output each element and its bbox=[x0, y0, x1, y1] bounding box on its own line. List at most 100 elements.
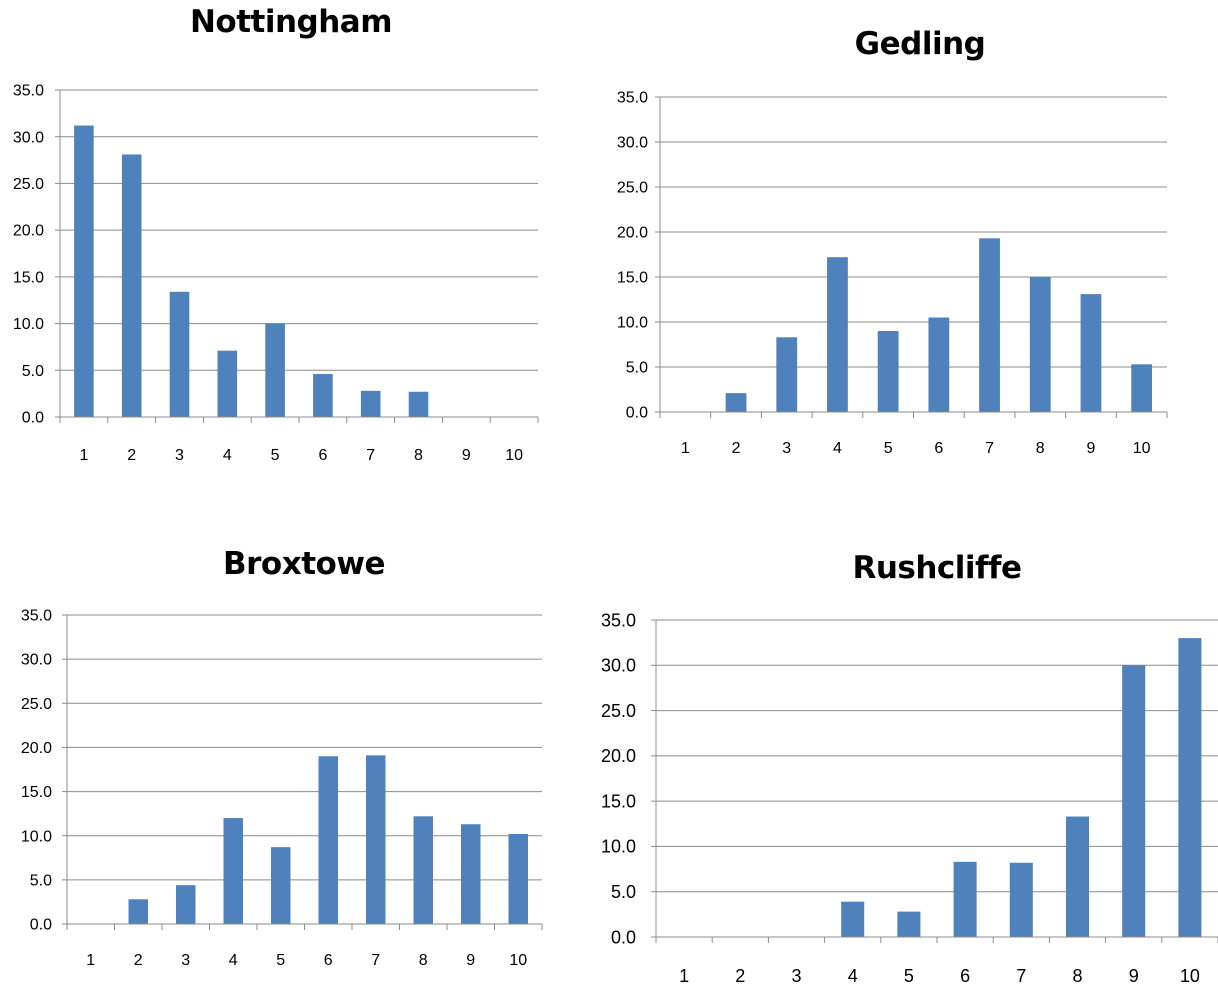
y-tick-label: 0.0 bbox=[626, 405, 648, 422]
x-tick-label: 9 bbox=[1129, 966, 1139, 982]
bar bbox=[1065, 816, 1090, 937]
y-tick-label: 35.0 bbox=[21, 608, 52, 625]
x-tick-label: 5 bbox=[271, 447, 280, 464]
bar bbox=[928, 317, 950, 412]
bar bbox=[1131, 364, 1153, 412]
bar bbox=[1080, 294, 1102, 412]
x-tick-label: 10 bbox=[1180, 966, 1200, 982]
x-tick-label: 1 bbox=[681, 440, 690, 457]
bar bbox=[366, 755, 386, 924]
x-tick-label: 9 bbox=[1086, 440, 1095, 457]
y-tick-label: 30.0 bbox=[617, 135, 648, 152]
x-tick-label: 9 bbox=[462, 447, 471, 464]
bar bbox=[223, 818, 243, 924]
x-tick-label: 3 bbox=[782, 440, 791, 457]
chart-panel-nottingham: Nottingham 0.0 5.0 10.0 15.0 20.0 25.0 30.0 35.… bbox=[0, 0, 560, 480]
x-tick-label: 9 bbox=[466, 952, 475, 969]
chart-title: Rushcliffe bbox=[852, 550, 1022, 586]
x-tick-label: 6 bbox=[318, 447, 327, 464]
x-tick-label: 8 bbox=[414, 447, 423, 464]
bar bbox=[408, 391, 429, 417]
y-tick-label: 5.0 bbox=[30, 872, 52, 889]
y-tick-label: 25.0 bbox=[21, 696, 52, 713]
bar bbox=[827, 257, 848, 412]
bar bbox=[360, 390, 381, 417]
chart-panel-rushcliffe: Rushcliffe 0.0 5.0 10.0 15.0 20.0 25.0 30.0 35.… bbox=[580, 500, 1218, 986]
y-tick-label: 10.0 bbox=[21, 828, 52, 845]
bar bbox=[413, 816, 433, 924]
bar bbox=[271, 847, 291, 924]
bar bbox=[217, 350, 238, 417]
y-tick-label: 20.0 bbox=[13, 223, 44, 240]
x-tick-label: 7 bbox=[371, 952, 380, 969]
bar bbox=[1122, 665, 1146, 937]
y-tick-label: 20.0 bbox=[21, 740, 52, 757]
y-tick-label: 35.0 bbox=[601, 610, 636, 630]
bar bbox=[265, 323, 285, 417]
y-tick-label: 20.0 bbox=[601, 746, 636, 766]
chart-title: Broxtowe bbox=[223, 546, 386, 582]
x-tick-label: 4 bbox=[848, 966, 858, 982]
y-tick-label: 25.0 bbox=[617, 180, 648, 197]
y-tick-label: 35.0 bbox=[617, 90, 648, 107]
y-tick-label: 10.0 bbox=[601, 837, 636, 857]
x-tick-label: 6 bbox=[934, 440, 943, 457]
bar bbox=[461, 824, 481, 924]
x-tick-label: 4 bbox=[229, 952, 238, 969]
bar-chart-nottingham: 0.0 5.0 10.0 15.0 20.0 25.0 30.0 35.0 1 2 3 4 5 6 7 8 9 1… bbox=[13, 83, 539, 464]
y-tick-label: 5.0 bbox=[626, 360, 648, 377]
bar bbox=[1029, 277, 1051, 412]
y-tick-label: 35.0 bbox=[13, 83, 44, 100]
y-tick-label: 15.0 bbox=[21, 784, 52, 801]
x-tick-label: 3 bbox=[791, 966, 801, 982]
y-tick-label: 5.0 bbox=[22, 363, 44, 380]
y-tick-label: 20.0 bbox=[617, 225, 648, 242]
chart-panel-broxtowe: Broxtowe 0.0 5.0 10.0 15.0 20.0 25.0 30.0 35.0 1… bbox=[0, 500, 560, 982]
bar bbox=[725, 393, 747, 412]
x-tick-label: 3 bbox=[181, 952, 190, 969]
x-tick-label: 1 bbox=[679, 966, 689, 982]
bar-chart-broxtowe: 0.0 5.0 10.0 15.0 20.0 25.0 30.0 35.0 1 2 3 4 5 6 7 8 9 1… bbox=[21, 608, 543, 969]
y-tick-label: 30.0 bbox=[21, 652, 52, 669]
bar bbox=[877, 331, 899, 412]
x-tick-label: 1 bbox=[79, 447, 88, 464]
x-tick-label: 3 bbox=[175, 447, 184, 464]
x-tick-label: 5 bbox=[884, 440, 893, 457]
y-tick-label: 0.0 bbox=[611, 927, 636, 947]
bar bbox=[1009, 862, 1033, 937]
x-tick-label: 6 bbox=[324, 952, 333, 969]
x-tick-label: 7 bbox=[366, 447, 375, 464]
y-tick-label: 30.0 bbox=[601, 656, 636, 676]
bar bbox=[953, 861, 977, 937]
bar bbox=[128, 899, 148, 924]
y-tick-label: 15.0 bbox=[13, 269, 44, 286]
x-tick-label: 4 bbox=[833, 440, 842, 457]
bar bbox=[74, 125, 94, 417]
y-tick-label: 10.0 bbox=[617, 315, 648, 332]
x-tick-label: 8 bbox=[419, 952, 428, 969]
x-tick-label: 4 bbox=[223, 447, 232, 464]
chart-title: Nottingham bbox=[189, 4, 393, 40]
bar-chart-rushcliffe: 0.0 5.0 10.0 15.0 20.0 25.0 30.0 35.0 1 2 3 4 5 6 7 8 9 1… bbox=[601, 610, 1218, 986]
x-tick-label: 8 bbox=[1072, 966, 1082, 982]
x-tick-label: 2 bbox=[134, 952, 143, 969]
x-tick-label: 2 bbox=[735, 966, 745, 982]
chart-title: Gedling bbox=[854, 26, 986, 62]
y-tick-label: 25.0 bbox=[601, 701, 636, 721]
x-tick-label: 5 bbox=[276, 952, 285, 969]
y-tick-label: 5.0 bbox=[611, 882, 636, 902]
x-tick-label: 8 bbox=[1036, 440, 1045, 457]
bar-chart-gedling: 0.0 5.0 10.0 15.0 20.0 25.0 30.0 35.0 1 2 3 4 5 6 7 8 9 1… bbox=[617, 90, 1168, 457]
x-tick-label: 6 bbox=[960, 966, 970, 982]
y-tick-label: 0.0 bbox=[30, 917, 52, 934]
x-tick-label: 1 bbox=[86, 952, 95, 969]
bar bbox=[1178, 638, 1202, 937]
bar bbox=[776, 337, 798, 412]
y-tick-label: 15.0 bbox=[617, 270, 648, 287]
bar bbox=[169, 291, 190, 417]
x-tick-label: 10 bbox=[1133, 440, 1151, 457]
x-tick-label: 2 bbox=[127, 447, 136, 464]
x-tick-label: 7 bbox=[985, 440, 994, 457]
x-tick-label: 10 bbox=[509, 952, 527, 969]
x-tick-label: 2 bbox=[732, 440, 741, 457]
